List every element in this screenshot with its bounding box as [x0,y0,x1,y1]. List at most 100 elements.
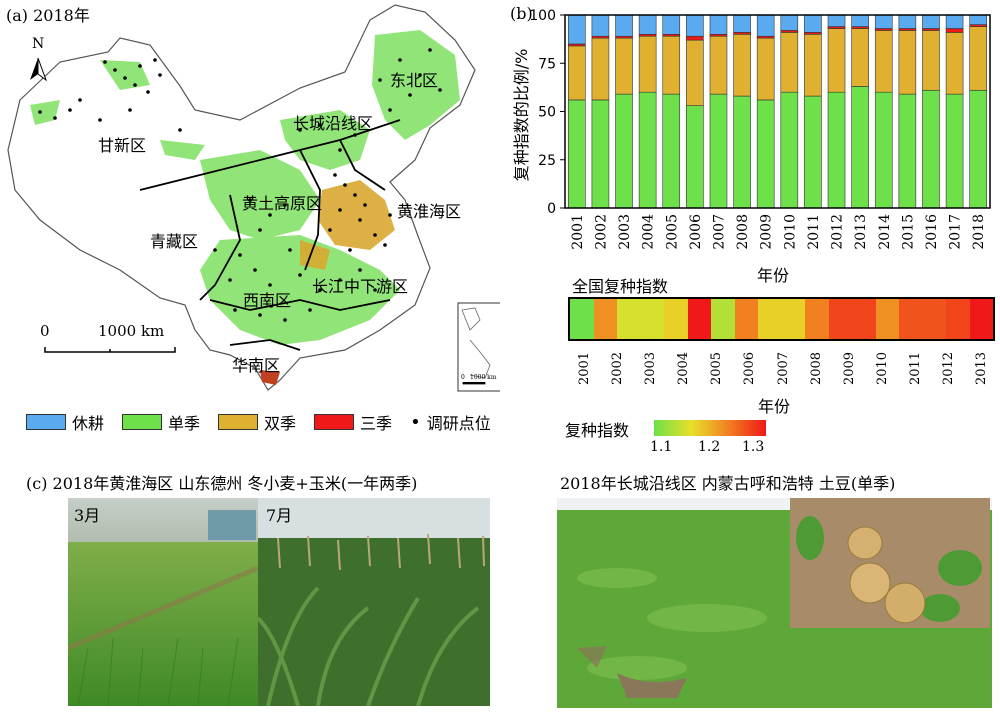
panel-a-label: (a) 2018年 [6,6,90,25]
bar-单季-2005 [662,93,681,209]
bar-休耕-2002 [591,14,610,37]
scale-km: 1000 km [98,322,165,340]
heatmap-title: 全国复种指数 [572,277,669,296]
north-arrow-icon [30,57,48,82]
heat-cell-2009 [758,299,782,339]
panel-b-label: (b) [510,4,533,23]
heat-cell-2002 [593,299,617,339]
x-tick-label-2010: 2010 [782,214,798,250]
region-label-qingzang: 青藏区 [150,232,199,251]
bar-双季-2008 [733,33,751,97]
single-season-area [30,30,460,345]
x-tick-label-2002: 2002 [593,214,609,250]
x-tick-label-2015: 2015 [900,214,916,250]
bar-双季-2009 [756,37,775,101]
heat-tick-2011: 2011 [907,351,923,386]
heat-cell-2004 [640,299,664,339]
bar-单季-2002 [591,99,610,209]
bar-休耕-2016 [922,14,940,29]
y-tick-label: 100 [529,8,556,24]
bar-单季-2004 [638,91,657,209]
bar-休耕-2004 [638,14,657,35]
colorbar-label: 复种指数 [565,421,630,440]
bar-休耕-2005 [662,14,681,35]
heat-tick-2006: 2006 [742,351,758,386]
colorbar [654,420,766,436]
region-label-northeast: 东北区 [390,71,439,90]
bar-单季-2006 [686,105,704,209]
bar-休耕-2018 [969,14,987,25]
x-tick-label-2016: 2016 [924,214,940,250]
heat-tick-2009: 2009 [841,351,857,386]
bar-单季-2007 [709,93,728,209]
region-label-yangtze: 长江中下游区 [312,277,409,296]
heat-tick-2012: 2012 [941,351,957,386]
heat-tick-2008: 2008 [808,351,824,386]
bar-单季-2014 [874,91,893,209]
triple-season-area [260,370,280,385]
colorbar-tick-mid: 1.2 [698,439,721,455]
bar-双季-2002 [591,37,610,101]
photo-potato-closeup [790,498,990,628]
bar-休耕-2012 [827,14,846,27]
bar-三季-2006 [686,35,704,41]
bar-休耕-2007 [709,14,728,35]
bar-单季-2012 [827,91,846,209]
colorbar-tick-max: 1.3 [742,439,765,455]
heat-cell-2003 [617,299,641,339]
heat-tick-2004: 2004 [676,351,692,386]
survey-points [38,48,442,322]
bar-chart-xlabel: 年份 [757,266,790,285]
point-icon: • [410,411,421,433]
bar-双季-2015 [898,30,917,95]
heat-tick-2010: 2010 [874,351,890,386]
x-tick-label-2013: 2013 [853,214,869,250]
bar-双季-2014 [874,30,893,93]
heatmap-year-ticks: 2001 2002 2003 2004 2005 2006 2007 2008 2009 2010… [568,343,995,386]
bar-休耕-2017 [945,14,964,29]
bar-休耕-2013 [851,14,869,27]
heat-cell-2012 [828,299,852,339]
bar-双季-2011 [804,33,822,97]
bar-双季-2007 [709,35,728,95]
china-map [7,4,500,392]
y-tick-label: 50 [538,105,556,121]
colorbar-tick-min: 1.1 [650,439,673,455]
heat-cell-2017 [946,299,970,339]
x-tick-label-2009: 2009 [759,214,775,250]
bar-休耕-2006 [686,14,704,37]
bar-休耕-2003 [615,14,633,37]
bar-单季-2009 [756,99,775,209]
bar-休耕-2009 [756,14,775,37]
stacked-bar-chart: 0 25 50 75 100 2001 2002 2003 2004 2005 2006 2007 20… [529,8,991,250]
heat-cell-2014 [875,299,899,339]
caption-right: 2018年长城沿线区 内蒙古呼和浩特 土豆(单季) [560,474,896,493]
x-tick-label-2012: 2012 [830,214,846,250]
heat-cell-2007 [711,299,735,339]
heat-cell-2006 [687,299,711,339]
bar-休耕-2008 [733,14,751,33]
region-boundaries [139,119,401,351]
bar-三季-2017 [945,28,964,33]
bar-单季-2017 [945,93,964,209]
bar-休耕-2001 [568,14,586,45]
x-tick-label-2003: 2003 [617,214,633,250]
scale-bar [44,347,176,353]
photo-label-july: 7月 [266,506,293,525]
bar-双季-2012 [827,28,846,93]
x-tick-label-2008: 2008 [735,214,751,250]
region-label-loess: 黄土高原区 [242,194,323,213]
heat-cell-2010 [781,299,805,339]
region-label-south: 华南区 [232,356,281,375]
legend-item-single: 单季 [122,410,200,434]
map-legend: 休耕 单季 双季 三季 • 调研点位 [26,410,503,434]
photo-label-march: 3月 [74,506,101,525]
y-tick-label: 0 [547,201,556,217]
bar-双季-2018 [969,26,987,91]
bar-单季-2003 [615,93,633,209]
heat-cell-2011 [805,299,829,339]
bar-单季-2008 [733,95,751,209]
x-tick-label-2005: 2005 [664,214,680,250]
heat-tick-2007: 2007 [775,351,791,386]
x-tick-label-2001: 2001 [570,214,586,250]
